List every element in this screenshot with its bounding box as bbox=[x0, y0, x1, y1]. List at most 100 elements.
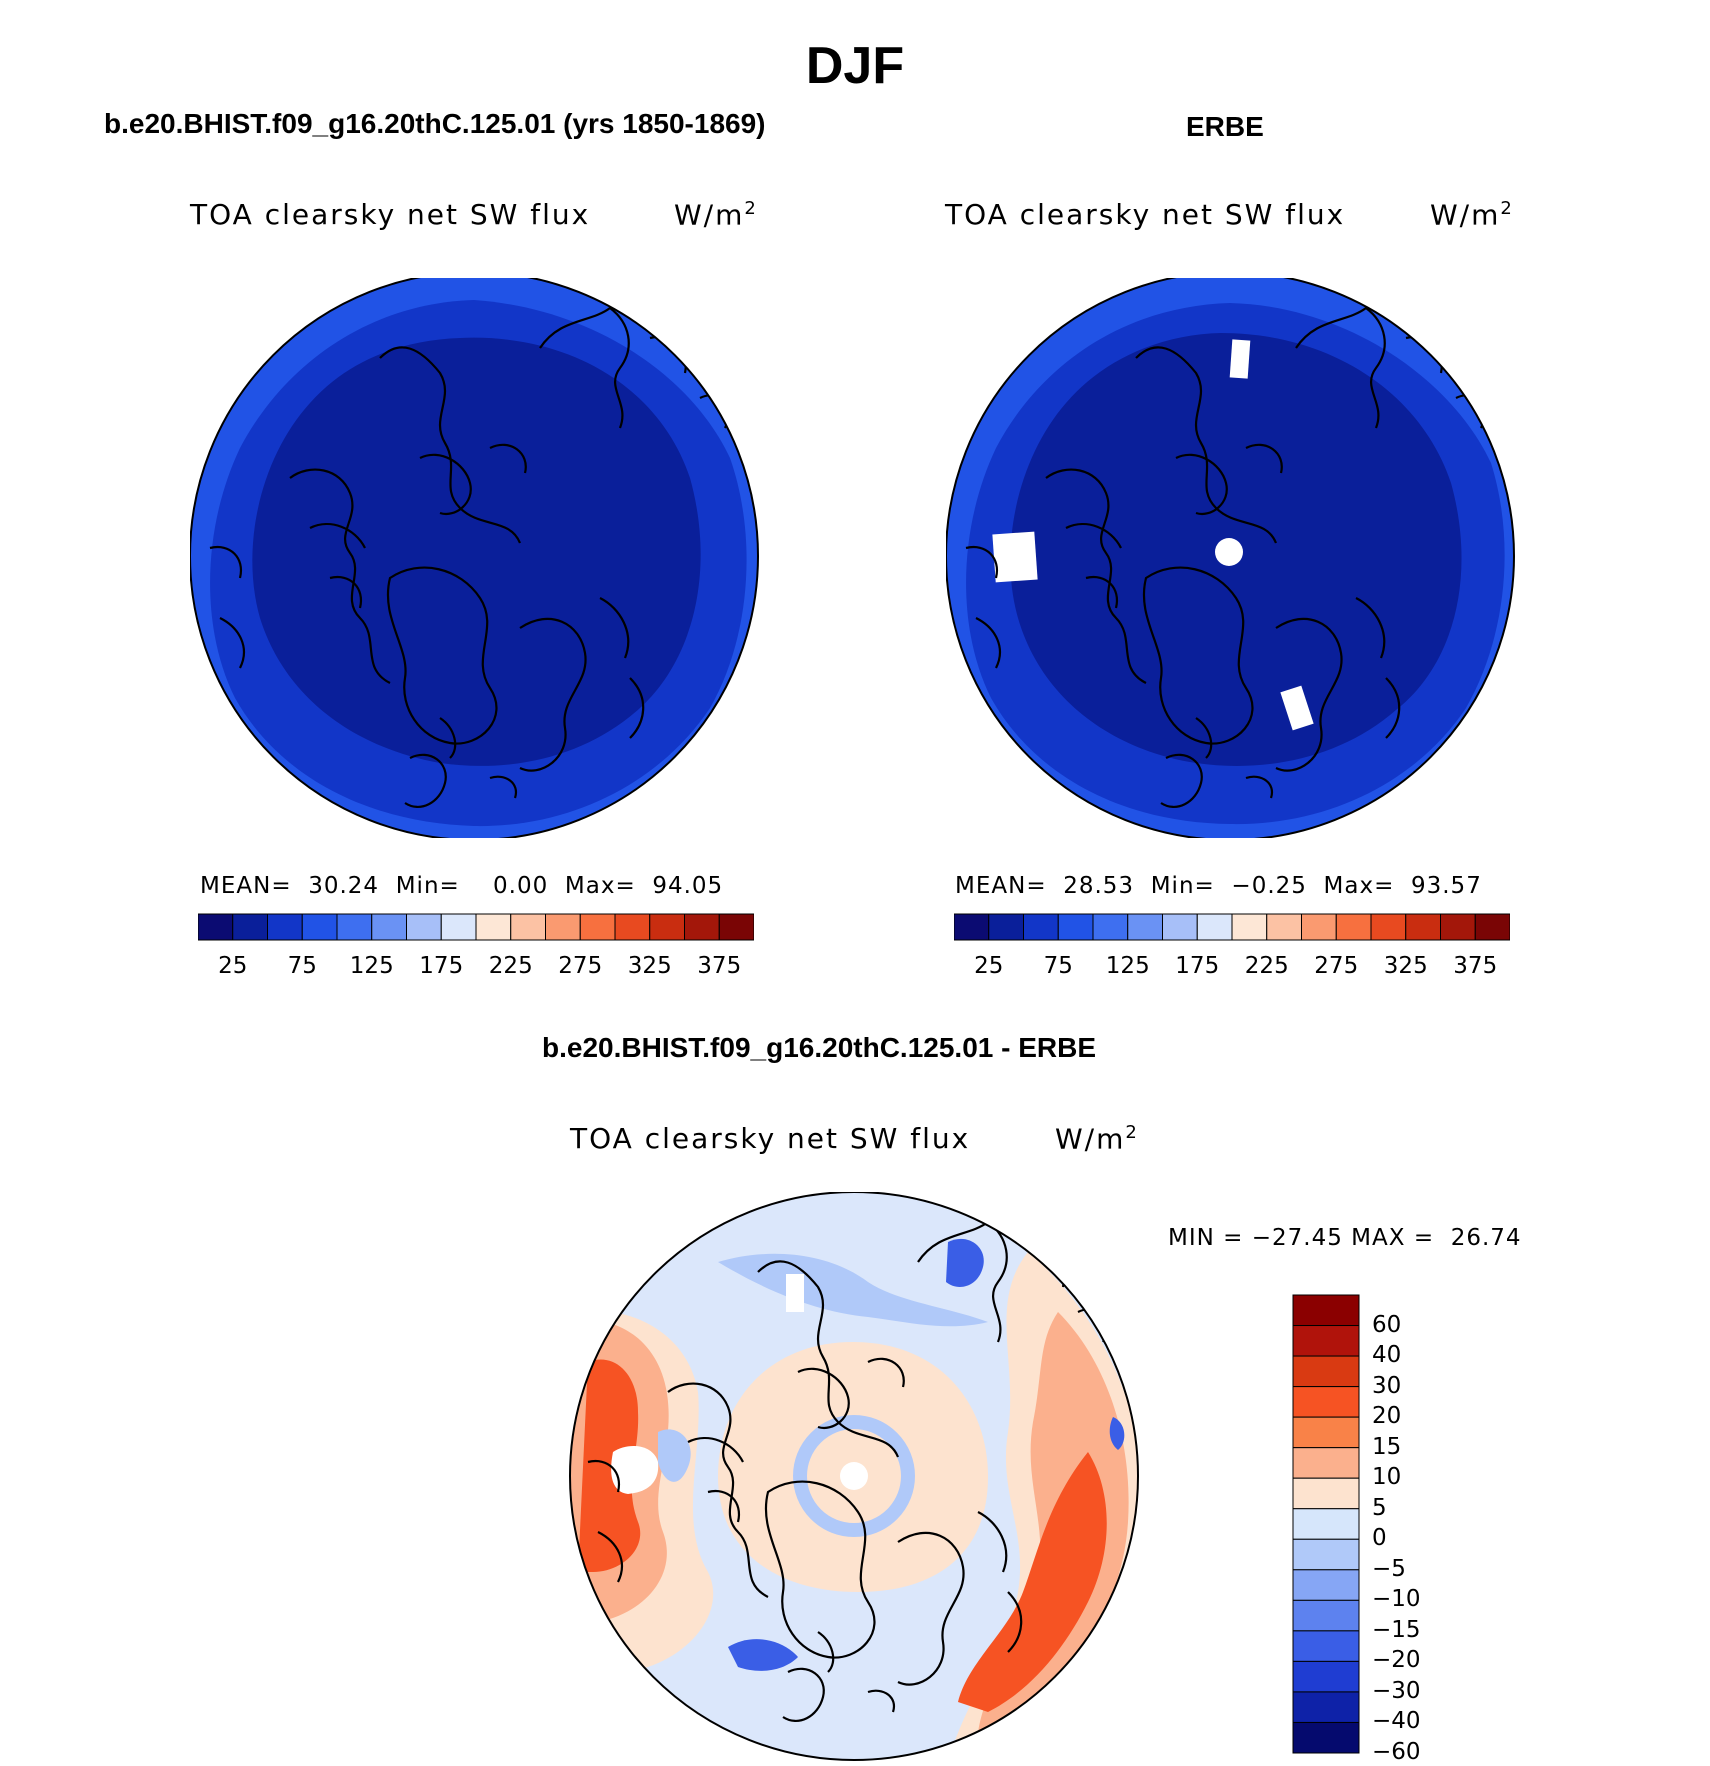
obs-colorbar-labels: 25 75 125 175 225 275 325 375 bbox=[954, 953, 1510, 983]
colorbar-swatch bbox=[301, 913, 338, 941]
diff-field-neg bbox=[658, 1429, 691, 1482]
obs-stats: MEAN= 28.53 Min= −0.25 Max= 93.57 bbox=[955, 873, 1482, 899]
diff-variable-title: TOA clearsky net SW flux bbox=[570, 1122, 971, 1155]
model-coastlines bbox=[209, 306, 730, 809]
colorbar-swatch bbox=[1292, 1721, 1360, 1754]
colorbar-tick-label: 175 bbox=[419, 953, 464, 979]
colorbar-swatch bbox=[1292, 1538, 1360, 1571]
colorbar-swatch bbox=[440, 913, 477, 941]
colorbar-tick-label: 275 bbox=[558, 953, 603, 979]
colorbar-swatch bbox=[1023, 913, 1059, 941]
colorbar-swatch bbox=[1370, 913, 1407, 941]
colorbar-swatch bbox=[1292, 1477, 1360, 1510]
colorbar-tick-label: 125 bbox=[349, 953, 394, 979]
colorbar-swatch bbox=[1292, 1508, 1360, 1540]
diff-colorbar bbox=[1292, 1294, 1360, 1754]
colorbar-swatch bbox=[1196, 913, 1233, 941]
colorbar-tick-label: 40 bbox=[1372, 1342, 1402, 1369]
figure-title: DJF bbox=[805, 37, 905, 95]
colorbar-tick-label: −40 bbox=[1372, 1708, 1421, 1735]
colorbar-tick-label: 125 bbox=[1105, 953, 1150, 979]
colorbar-swatch bbox=[1292, 1386, 1360, 1418]
colorbar-swatch bbox=[1292, 1569, 1360, 1601]
model-field-inner bbox=[252, 337, 701, 766]
colorbar-swatch bbox=[1292, 1447, 1360, 1479]
colorbar-swatch bbox=[406, 913, 442, 941]
diff-map-border bbox=[569, 1192, 1139, 1761]
colorbar-swatch bbox=[232, 913, 268, 941]
colorbar-swatch bbox=[954, 913, 990, 941]
colorbar-tick-label: −60 bbox=[1372, 1739, 1421, 1765]
diff-case-title: b.e20.BHIST.f09_g16.20thC.125.01 - ERBE bbox=[542, 1032, 1097, 1063]
colorbar-tick-label: 25 bbox=[218, 953, 248, 979]
diff-field-neg bbox=[718, 1253, 988, 1327]
colorbar-tick-label: 10 bbox=[1372, 1464, 1402, 1491]
colorbar-tick-label: −10 bbox=[1372, 1586, 1421, 1613]
obs-coastlines bbox=[965, 306, 1486, 809]
colorbar-swatch bbox=[1266, 913, 1302, 941]
diff-units: W/m2 bbox=[1055, 1122, 1139, 1156]
colorbar-tick-label: 75 bbox=[1043, 953, 1073, 979]
colorbar-tick-label: 375 bbox=[1453, 953, 1498, 979]
model-colorbar bbox=[198, 913, 754, 941]
diff-field-neg bbox=[728, 1639, 798, 1671]
colorbar-swatch bbox=[1440, 913, 1476, 941]
diff-minmax: MIN = −27.45 MAX = 26.74 bbox=[1168, 1225, 1522, 1251]
colorbar-tick-label: 5 bbox=[1372, 1494, 1387, 1521]
obs-missing-patch bbox=[992, 531, 1038, 583]
colorbar-swatch bbox=[1474, 913, 1510, 941]
colorbar-tick-label: 0 bbox=[1372, 1525, 1387, 1552]
model-units: W/m2 bbox=[674, 198, 758, 232]
colorbar-tick-label: 30 bbox=[1372, 1372, 1402, 1399]
diff-ring bbox=[793, 1415, 915, 1537]
diff-colorbar-labels: 60 40 30 20 15 10 5 0 −5 −10 −15 −20 −30 −40 −60 bbox=[1372, 1294, 1462, 1765]
colorbar-tick-label: −5 bbox=[1372, 1555, 1406, 1582]
colorbar-tick-label: 20 bbox=[1372, 1403, 1402, 1430]
obs-variable-title: TOA clearsky net SW flux bbox=[945, 198, 1346, 231]
colorbar-swatch bbox=[1292, 1355, 1360, 1388]
colorbar-tick-label: 375 bbox=[697, 953, 742, 979]
colorbar-tick-label: −20 bbox=[1372, 1647, 1421, 1674]
colorbar-swatch bbox=[1292, 1325, 1360, 1357]
colorbar-tick-label: 75 bbox=[287, 953, 317, 979]
colorbar-swatch bbox=[1127, 913, 1163, 941]
diff-missing-patch bbox=[786, 1274, 804, 1312]
colorbar-tick-label: 15 bbox=[1372, 1433, 1402, 1460]
diff-missing-patch bbox=[611, 1446, 659, 1494]
colorbar-tick-label: 325 bbox=[1383, 953, 1428, 979]
model-variable-title: TOA clearsky net SW flux bbox=[190, 198, 591, 231]
obs-missing-patch bbox=[1280, 685, 1314, 731]
obs-map-border bbox=[946, 278, 1515, 838]
colorbar-swatch bbox=[1162, 913, 1198, 941]
colorbar-swatch bbox=[1301, 913, 1337, 941]
colorbar-swatch bbox=[1292, 1599, 1360, 1632]
colorbar-swatch bbox=[336, 913, 373, 941]
colorbar-swatch bbox=[1335, 913, 1372, 941]
obs-missing-pole bbox=[1215, 538, 1243, 566]
colorbar-tick-label: 175 bbox=[1175, 953, 1220, 979]
colorbar-swatch bbox=[1292, 1630, 1360, 1662]
colorbar-swatch bbox=[1292, 1416, 1360, 1449]
colorbar-swatch bbox=[1057, 913, 1094, 941]
model-colorbar-labels: 25 75 125 175 225 275 325 375 bbox=[198, 953, 754, 983]
colorbar-swatch bbox=[1405, 913, 1441, 941]
colorbar-swatch bbox=[718, 913, 754, 941]
obs-map bbox=[946, 278, 1515, 838]
obs-missing-patch bbox=[1229, 339, 1251, 379]
colorbar-swatch bbox=[198, 913, 234, 941]
obs-case-title: ERBE bbox=[1186, 111, 1264, 142]
colorbar-swatch bbox=[1231, 913, 1268, 941]
obs-units: W/m2 bbox=[1430, 198, 1514, 232]
colorbar-tick-label: 225 bbox=[1244, 953, 1289, 979]
colorbar-swatch bbox=[649, 913, 685, 941]
colorbar-tick-label: 25 bbox=[974, 953, 1004, 979]
obs-colorbar bbox=[954, 913, 1510, 941]
model-map-border bbox=[190, 278, 759, 838]
colorbar-swatch bbox=[1292, 1294, 1360, 1327]
colorbar-swatch bbox=[475, 913, 512, 941]
colorbar-swatch bbox=[371, 913, 407, 941]
diff-field-neg bbox=[946, 1238, 984, 1287]
colorbar-tick-label: 325 bbox=[627, 953, 672, 979]
colorbar-swatch bbox=[579, 913, 616, 941]
colorbar-swatch bbox=[545, 913, 581, 941]
